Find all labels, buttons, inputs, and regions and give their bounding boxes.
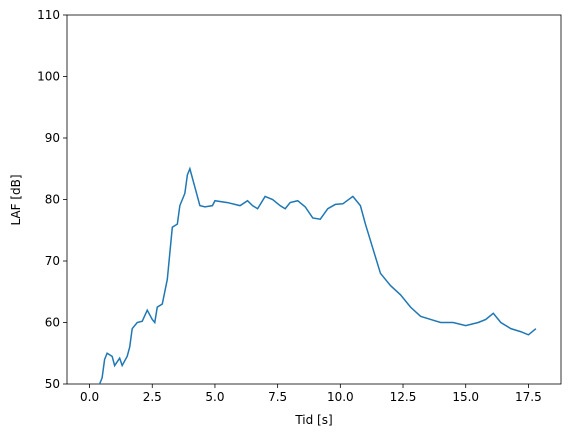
y-tick-label: 90 [45,131,60,145]
x-tick-label: 17.5 [515,390,542,404]
x-axis-label: Tid [s] [294,413,332,427]
plot-frame [66,14,562,385]
x-tick-label: 15.0 [452,390,479,404]
y-axis-label: LAF [dB] [9,174,23,225]
x-tick-label: 0.0 [80,390,99,404]
x-tick-label: 12.5 [390,390,417,404]
y-tick-label: 70 [45,254,60,268]
y-tick-label: 100 [37,70,60,84]
x-tick-label: 2.5 [143,390,162,404]
x-tick-label: 5.0 [205,390,224,404]
y-tick-label: 60 [45,316,60,330]
y-tick-label: 110 [37,8,60,22]
y-tick-label: 50 [45,377,60,391]
data-line [98,166,537,384]
x-tick-label: 7.5 [268,390,287,404]
x-tick-label: 10.0 [327,390,354,404]
y-tick-label: 80 [45,193,60,207]
